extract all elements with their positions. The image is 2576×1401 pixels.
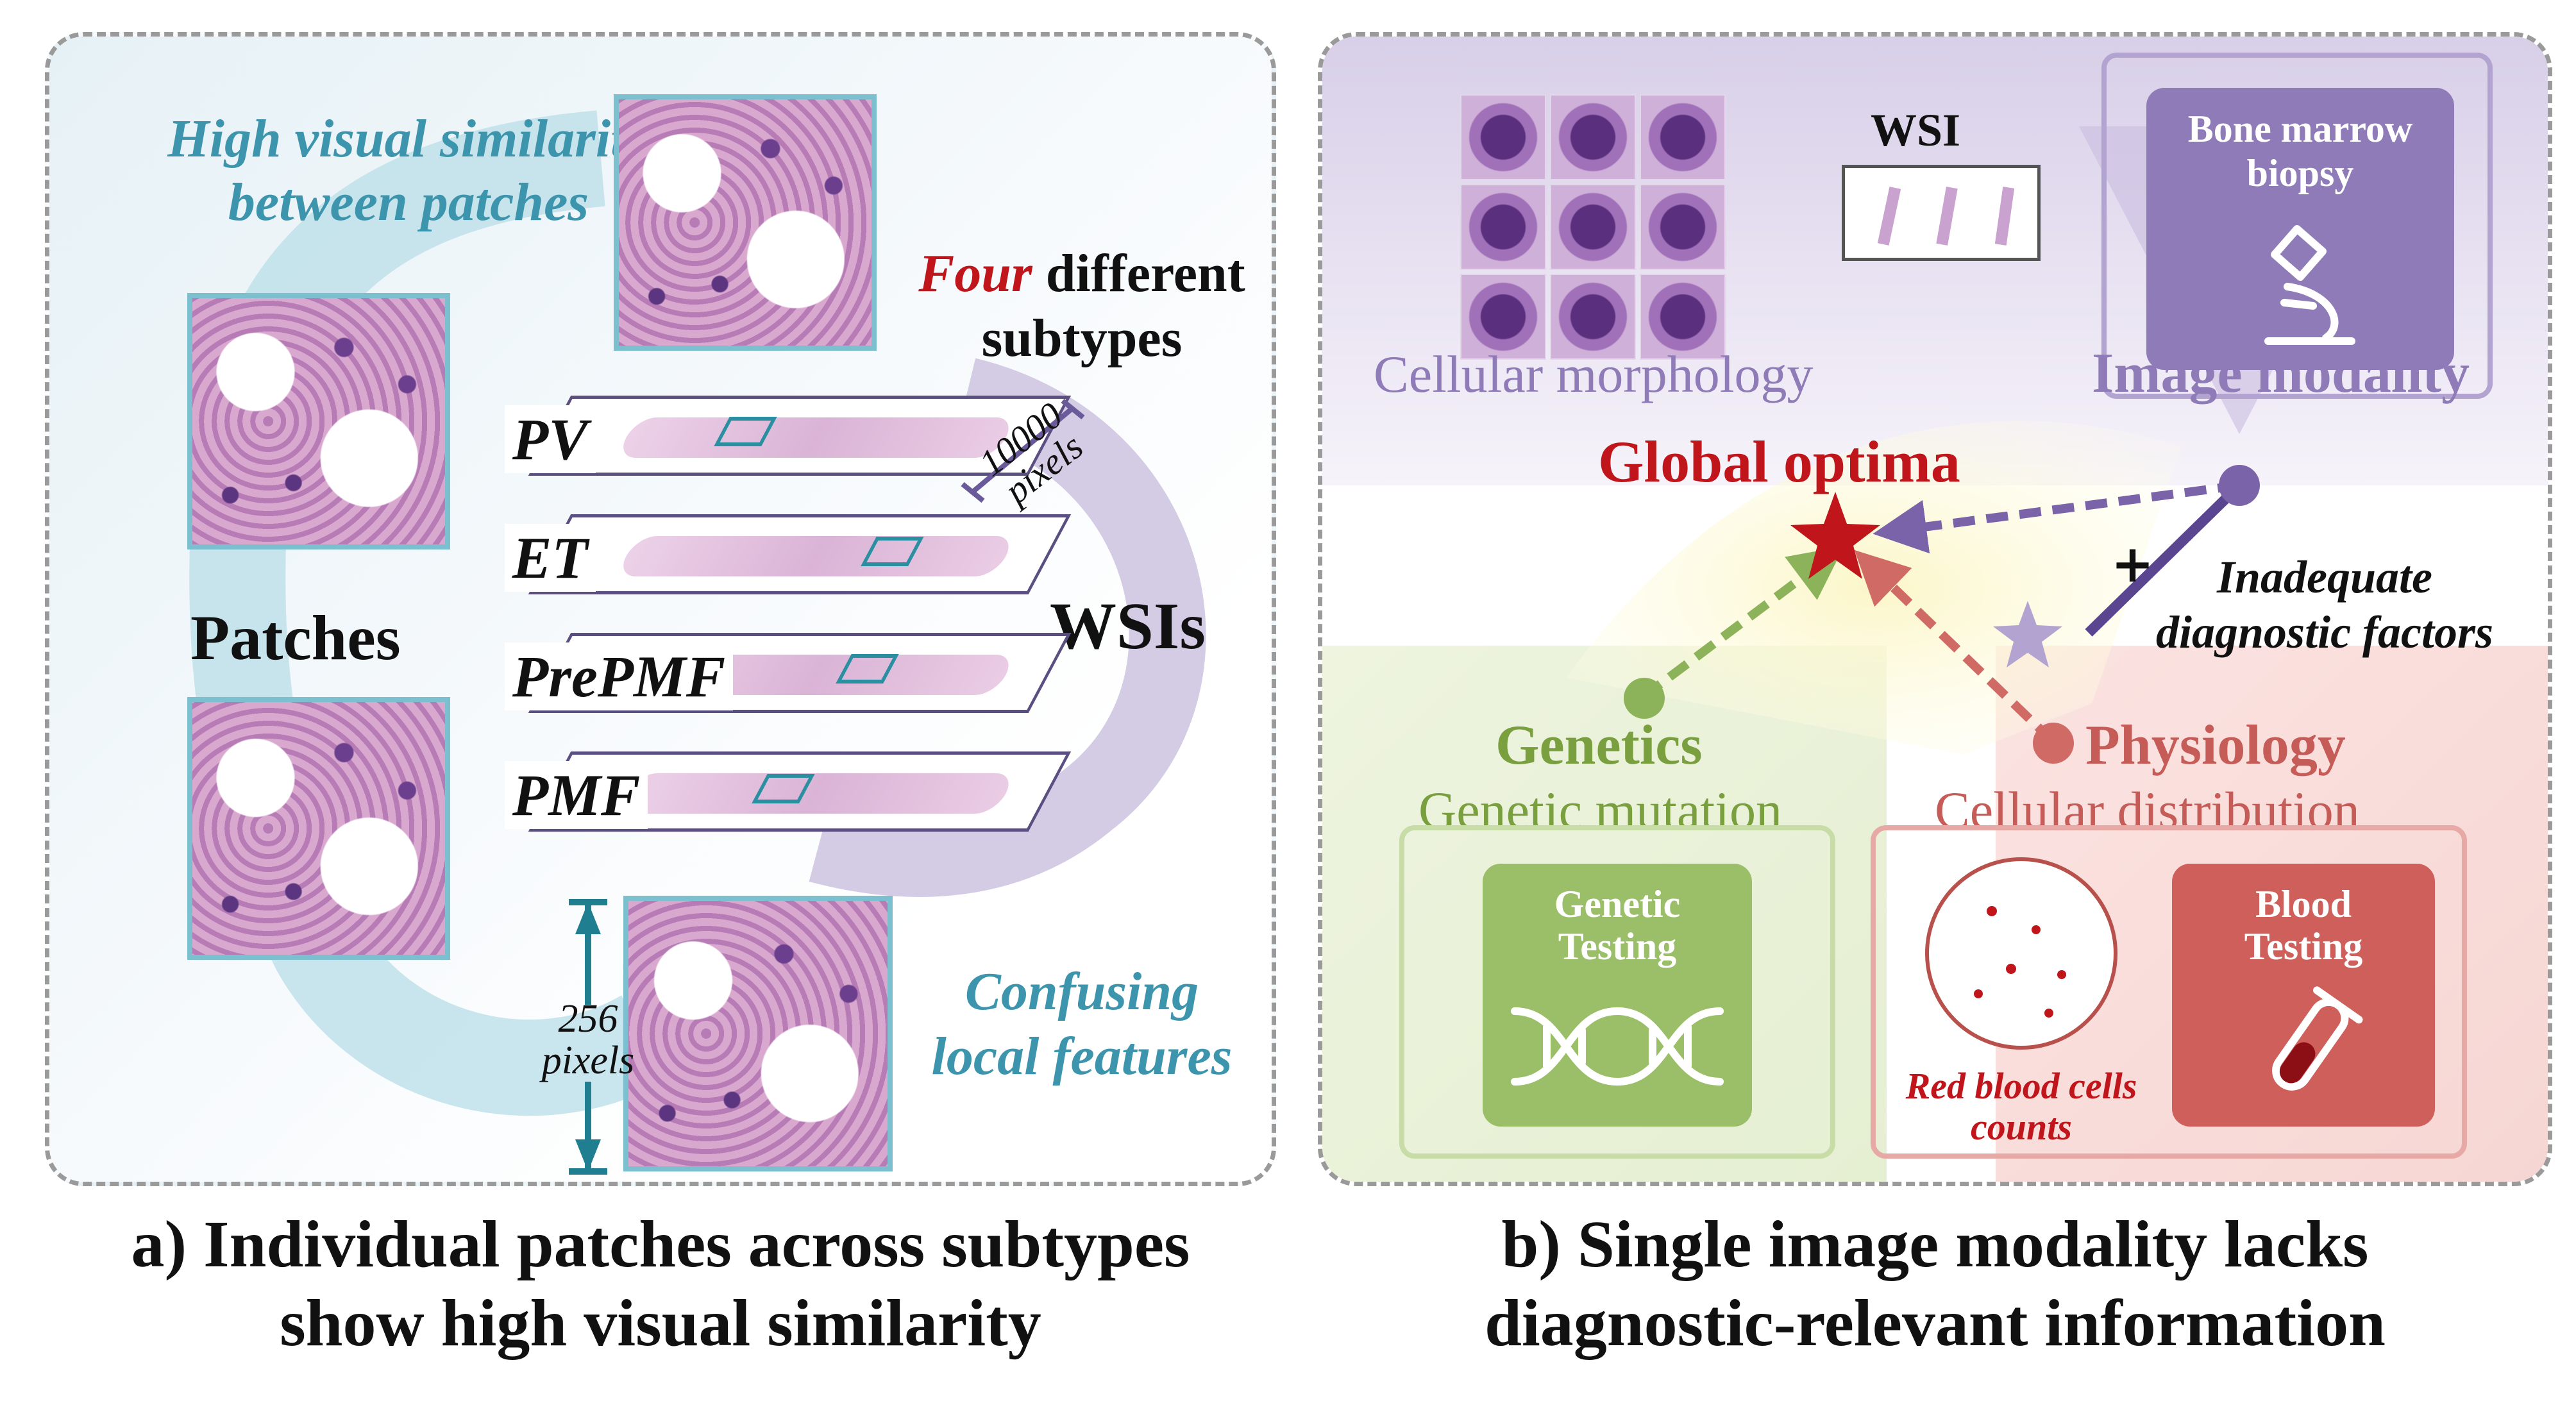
blood-frame: [1871, 825, 2467, 1159]
four-word: Four: [918, 244, 1032, 303]
genetic-testing-box: Genetic Testing: [1483, 864, 1752, 1127]
inadequate-label: Inadequate diagnostic factors: [2156, 549, 2493, 660]
dna-icon: [1511, 1007, 1724, 1086]
rbc-line1: Red blood cells: [1905, 1065, 2137, 1107]
confusing-label: Confusing local features: [902, 960, 1261, 1089]
patch-size-num: 256: [558, 997, 618, 1041]
morphology-cell: [1640, 94, 1726, 180]
biopsy-frame: [2101, 53, 2493, 399]
wsi-mini-label: WSI: [1871, 105, 1961, 156]
genetics-label: Genetics: [1495, 714, 1703, 776]
four-subtypes-label: Four different subtypes: [902, 242, 1261, 371]
similarity-label: High visual similarity between patches: [120, 107, 697, 234]
caption-b-line1: b) Single image modality lacks: [1501, 1207, 2369, 1281]
genetic-testing-line2: Testing: [1558, 925, 1677, 968]
rbc-line2: counts: [1971, 1105, 2072, 1148]
similarity-line1: High visual similarity: [167, 109, 650, 169]
physiology-label: Physiology: [2085, 714, 2346, 776]
cellular-morphology-label: Cellular morphology: [1374, 345, 1814, 403]
blood-testing-box: Blood Testing: [2172, 864, 2435, 1127]
blood-testing-line1: Blood: [2255, 883, 2352, 925]
tissue-strip: [615, 773, 1017, 814]
morphology-cell: [1460, 184, 1546, 270]
wsis-label: WSIs: [1050, 589, 1206, 663]
rbc-dot: [1974, 989, 1983, 998]
patch-size-label: 256 pixels: [492, 998, 684, 1082]
wsi-size-arrow: [961, 398, 1085, 503]
morphology-cell: [1460, 274, 1546, 360]
panel-b-single-modality: WSI Bone marrow biopsy Cellular morpholo…: [1318, 32, 2552, 1186]
image-modality-label: Image modality: [2092, 342, 2470, 405]
rbc-dot: [2057, 970, 2066, 979]
slide-label-et: ET: [505, 524, 596, 592]
patch-connector-ribbon: [189, 110, 1206, 1116]
physiology-to-optima-arrow: [1854, 549, 2057, 746]
subtypes-word: subtypes: [981, 308, 1183, 368]
slide-label-pmf: PMF: [505, 761, 648, 829]
different-word: different: [1032, 244, 1245, 303]
morphology-cell: [1640, 184, 1726, 270]
physiology-node: [2033, 723, 2074, 764]
confusing-line1: Confusing: [964, 962, 1199, 1021]
patch-tile-left-lower: [187, 697, 450, 960]
slide-label-prepmf: PrePMF: [505, 642, 734, 710]
genetics-node: [1624, 678, 1665, 719]
slide-label-pv: PV: [505, 405, 596, 473]
rbc-dot: [2006, 964, 2016, 974]
blood-testing-line2: Testing: [2244, 925, 2363, 968]
caption-a: a) Individual patches across subtypes sh…: [45, 1205, 1276, 1363]
caption-b-line2: diagnostic-relevant information: [1485, 1286, 2386, 1360]
genetics-to-optima-arrow: [1640, 546, 1844, 701]
inadequate-star: [1993, 601, 2062, 667]
bone-marrow-line2: biopsy: [2246, 152, 2354, 194]
genetic-testing-line1: Genetic: [1554, 883, 1681, 925]
patch-tile-top: [614, 94, 877, 351]
patches-label: Patches: [190, 602, 401, 673]
test-tube-icon: [2272, 986, 2363, 1091]
bone-marrow-line1: Bone marrow: [2187, 108, 2413, 150]
morphology-cell: [1550, 94, 1636, 180]
patch-tile-left-upper: [187, 293, 450, 549]
panel-a-individual-patches: High visual similarity between patches F…: [45, 32, 1276, 1186]
caption-a-line2: show high visual similarity: [280, 1286, 1041, 1360]
rbc-dot: [1987, 906, 1997, 916]
morphology-cell: [1550, 274, 1636, 360]
inadequate-line2: diagnostic factors: [2156, 607, 2494, 659]
morphology-cell: [1550, 184, 1636, 270]
rbc-label: Red blood cells counts: [1887, 1066, 2156, 1148]
microscope-icon: [2264, 225, 2355, 345]
optimization-arrows: +: [1640, 481, 2243, 746]
global-optima-label: Global optima: [1598, 429, 1960, 494]
wsi-mini-thumbnail: [1842, 165, 2041, 261]
caption-a-line1: a) Individual patches across subtypes: [131, 1207, 1190, 1281]
rbc-dot: [2044, 1009, 2053, 1018]
genetic-frame: [1399, 825, 1835, 1159]
caption-b: b) Single image modality lacks diagnosti…: [1318, 1205, 2552, 1363]
image-modality-node: [2219, 465, 2260, 506]
similarity-line2: between patches: [228, 172, 589, 233]
morphology-cell: [1640, 274, 1726, 360]
inadequate-line1: Inadequate: [2216, 551, 2433, 603]
blood-cell-magnifier: [1925, 857, 2117, 1050]
morphology-cell: [1460, 94, 1546, 180]
plus-icon: +: [2111, 534, 2154, 594]
patch-size-arrow: [569, 899, 607, 1175]
patch-size-unit: pixels: [541, 1039, 635, 1083]
rbc-dot: [2032, 925, 2041, 934]
global-optima-star: [1790, 492, 1880, 579]
image-to-inadequate-line: [2085, 482, 2243, 637]
confusing-line2: local features: [931, 1026, 1233, 1086]
tissue-strip: [615, 535, 1017, 576]
bone-marrow-biopsy-box: Bone marrow biopsy: [2146, 88, 2454, 370]
image-to-optima-arrow: [1873, 481, 2240, 554]
wsi-slide-et: [528, 514, 1072, 594]
patch-tile-bottom: [623, 896, 893, 1171]
